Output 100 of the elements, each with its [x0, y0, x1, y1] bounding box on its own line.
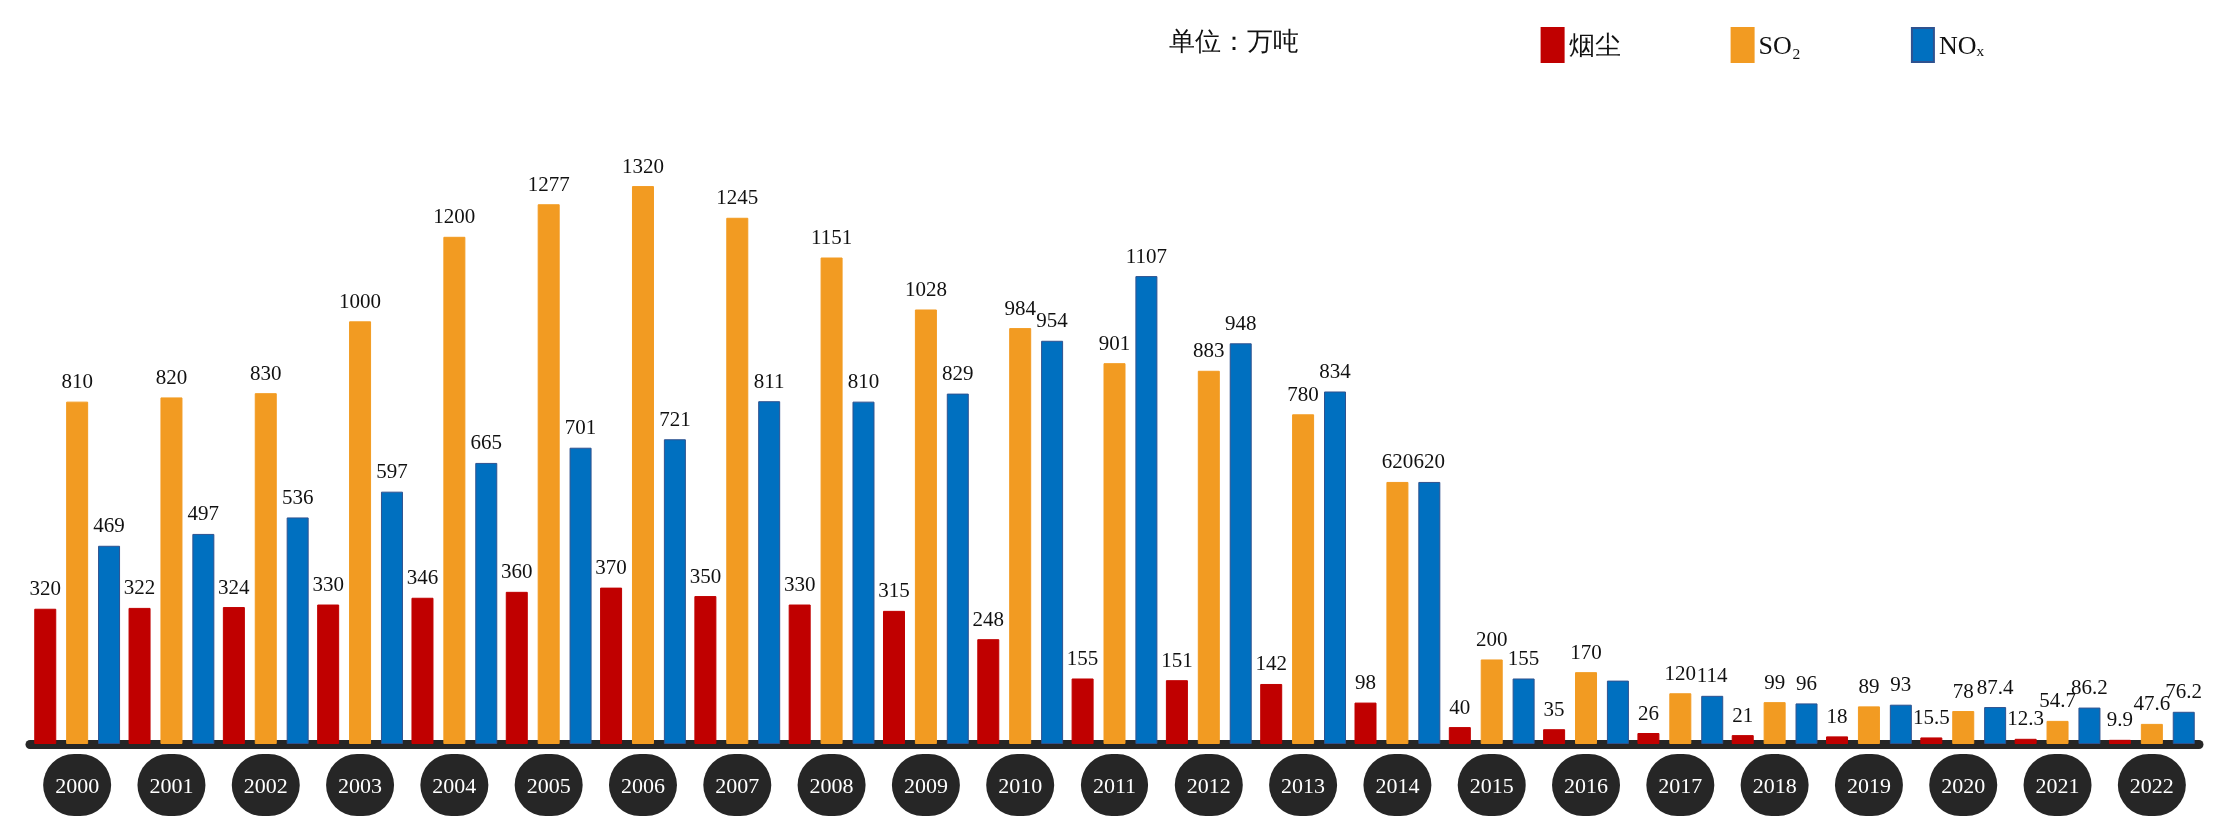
- data-label: 620: [1381, 449, 1414, 474]
- data-label: 1277: [527, 171, 570, 196]
- data-label: 620: [1413, 449, 1446, 474]
- bar: [1606, 680, 1629, 744]
- x-tick-label: 2008: [809, 772, 854, 798]
- bar: [380, 491, 403, 744]
- data-label: 320: [29, 576, 61, 601]
- x-tick-label: 2013: [1281, 772, 1326, 798]
- data-label: 315: [878, 578, 910, 603]
- bar: [34, 608, 57, 744]
- bar: [1448, 727, 1471, 744]
- x-tick-label: 2002: [243, 772, 288, 798]
- bar: [2014, 738, 2037, 744]
- x-tick-label: 2009: [903, 772, 948, 798]
- bar: [1197, 370, 1220, 744]
- data-label: 87.4: [1976, 674, 2015, 699]
- x-tick-label: 2007: [715, 772, 760, 798]
- data-label: 155: [1507, 645, 1540, 670]
- bar: [1071, 678, 1094, 744]
- data-label: 18: [1826, 703, 1848, 728]
- data-label: 701: [564, 415, 597, 440]
- x-tick-label: 2017: [1658, 772, 1703, 798]
- bar: [1637, 733, 1660, 744]
- bar: [1324, 391, 1347, 744]
- data-label: 810: [847, 369, 880, 394]
- data-label: 330: [783, 572, 816, 597]
- bar: [569, 447, 592, 744]
- data-label: 984: [1004, 295, 1037, 320]
- x-tick-label: 2001: [149, 772, 194, 798]
- data-label: 780: [1287, 381, 1319, 406]
- x-tick-label: 2010: [998, 772, 1043, 798]
- x-tick-label: 2021: [2035, 772, 2080, 798]
- bar: [2172, 711, 2195, 744]
- data-label: 954: [1036, 308, 1069, 333]
- data-label: 1151: [810, 225, 853, 250]
- x-tick-label: 2018: [1752, 772, 1797, 798]
- data-label: 883: [1193, 338, 1225, 363]
- data-label: 98: [1355, 670, 1377, 695]
- bar: [758, 401, 781, 744]
- data-label: 469: [93, 513, 125, 538]
- bar: [2108, 739, 2131, 744]
- bar: [317, 604, 340, 744]
- bar: [631, 186, 654, 744]
- bar: [600, 587, 623, 744]
- bar: [694, 596, 717, 744]
- bar: [1575, 672, 1598, 744]
- data-label: 820: [155, 364, 188, 389]
- legend-label: SO₂: [1758, 30, 1801, 60]
- bar: [2140, 723, 2163, 744]
- bar: [1952, 711, 1975, 744]
- bar: [1795, 703, 1818, 744]
- bar: [788, 604, 811, 744]
- data-label: 9.9: [2106, 707, 2134, 732]
- data-label: 170: [1570, 639, 1602, 664]
- bar: [1701, 695, 1724, 744]
- bar: [1920, 737, 1943, 744]
- data-label: 155: [1066, 645, 1099, 670]
- x-tick-label: 2005: [526, 772, 571, 798]
- data-label: 12.3: [2007, 706, 2045, 731]
- bar: [66, 401, 89, 744]
- data-label: 114: [1696, 663, 1729, 688]
- bar: [1512, 678, 1535, 744]
- bar: [852, 401, 875, 744]
- x-tick-label: 2004: [432, 772, 477, 798]
- bar: [1857, 706, 1880, 744]
- data-label: 89: [1858, 673, 1880, 698]
- bar: [286, 517, 309, 744]
- data-label: 665: [470, 430, 503, 455]
- bar: [349, 321, 372, 744]
- data-label: 324: [218, 574, 251, 599]
- bar: [2078, 707, 2101, 744]
- bar: [914, 309, 937, 744]
- x-tick-label: 2011: [1092, 772, 1137, 798]
- data-label: 21: [1732, 702, 1754, 727]
- x-tick-label: 2012: [1186, 772, 1231, 798]
- bar: [1135, 276, 1158, 744]
- bar: [1418, 481, 1441, 744]
- bar: [160, 397, 183, 744]
- bar: [1354, 702, 1377, 744]
- data-label: 1200: [433, 204, 476, 229]
- x-tick-label: 2014: [1375, 772, 1420, 798]
- data-label: 151: [1161, 647, 1193, 672]
- data-label: 360: [501, 559, 533, 584]
- bar: [192, 533, 215, 744]
- data-label: 721: [659, 406, 691, 431]
- x-tick-label: 2022: [2129, 772, 2174, 798]
- data-label: 350: [689, 563, 722, 588]
- data-label: 370: [595, 555, 627, 580]
- data-label: 96: [1796, 670, 1818, 695]
- data-label: 346: [406, 565, 439, 590]
- bar: [1260, 683, 1283, 744]
- bar: [443, 236, 466, 744]
- data-label: 322: [123, 575, 156, 600]
- text: 单位：万吨: [1169, 26, 1299, 56]
- bar: [1009, 328, 1032, 744]
- x-tick-label: 2019: [1846, 772, 1891, 798]
- x-tick-label: 2003: [338, 772, 383, 798]
- bar: [411, 597, 434, 744]
- bar: [1480, 659, 1503, 744]
- data-label: 536: [281, 484, 314, 509]
